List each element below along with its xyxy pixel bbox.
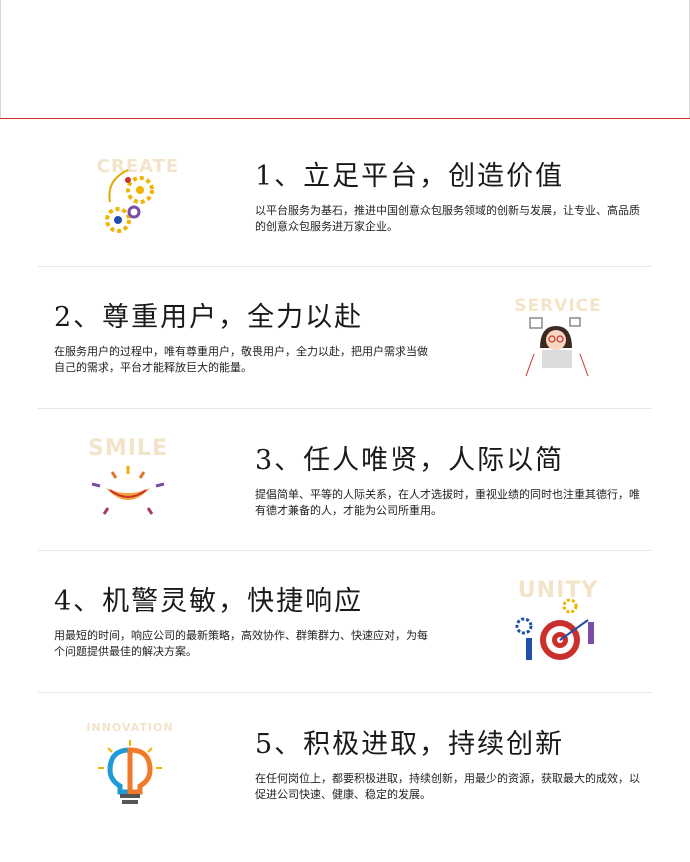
illustration-word: INNOVATION [86, 721, 174, 734]
illustration-word: CREATE [96, 156, 180, 177]
section-5-text: 5、积极进取，持续创新 在任何岗位上，都要积极进取，持续创新，用最少的资源，获取… [255, 728, 645, 803]
unity-illustration: UNITY [508, 576, 608, 668]
section-title: 1、立足平台，创造价值 [255, 161, 565, 192]
section-divider [38, 408, 652, 409]
section-3-text: 3、任人唯贤，人际以简 提倡简单、平等的人际关系，在人才选拔时，重视业绩的同时也… [255, 444, 645, 519]
section-title: 3、任人唯贤，人际以简 [255, 445, 565, 476]
innovation-illustration: INNOVATION [80, 718, 180, 810]
service-person-icon [525, 317, 589, 377]
section-divider [38, 266, 652, 267]
illustration-word: SMILE [88, 436, 168, 461]
section-4-text: 4、机警灵敏，快捷响应 用最短的时间，响应公司的最新策略，高效协作、群策群力、快… [54, 585, 434, 660]
smile-illustration: SMILE [78, 434, 178, 526]
section-title: 2、尊重用户，全力以赴 [54, 302, 364, 333]
smile-face-icon [91, 466, 165, 515]
section-title: 4、机警灵敏，快捷响应 [54, 586, 364, 617]
banner-border-left [0, 0, 1, 118]
service-illustration: SERVICE [508, 292, 608, 384]
section-divider [38, 550, 652, 551]
unity-target-icon [515, 598, 594, 660]
section-divider [38, 692, 652, 693]
section-title: 5、积极进取，持续创新 [255, 729, 565, 760]
illustration-word: UNITY [517, 578, 599, 603]
section-desc: 以平台服务为基石，推进中国创意众包服务领域的创新与发展，让专业、高品质的创意众包… [255, 204, 640, 233]
header-banner [0, 0, 690, 119]
create-illustration: CREATE [88, 150, 188, 242]
section-1-text: 1、立足平台，创造价值 以平台服务为基石，推进中国创意众包服务领域的创新与发展，… [255, 160, 645, 235]
section-desc: 提倡简单、平等的人际关系，在人才选拔时，重视业绩的同时也注重其德行，唯有德才兼备… [255, 488, 640, 517]
create-gears-icon [105, 169, 154, 233]
section-desc: 用最短的时间，响应公司的最新策略，高效协作、群策群力、快速应对，为每个问题提供最… [54, 629, 428, 658]
illustration-word: SERVICE [514, 296, 602, 316]
section-desc: 在任何岗位上，都要积极进取，持续创新，用最少的资源，获取最大的成效，以促进公司快… [255, 772, 640, 801]
section-2-text: 2、尊重用户，全力以赴 在服务用户的过程中，唯有尊重用户，敬畏用户，全力以赴，把… [54, 301, 434, 376]
section-desc: 在服务用户的过程中，唯有尊重用户，敬畏用户，全力以赴，把用户需求当做自己的需求，… [54, 345, 428, 374]
innovation-bulb-icon [98, 740, 162, 804]
